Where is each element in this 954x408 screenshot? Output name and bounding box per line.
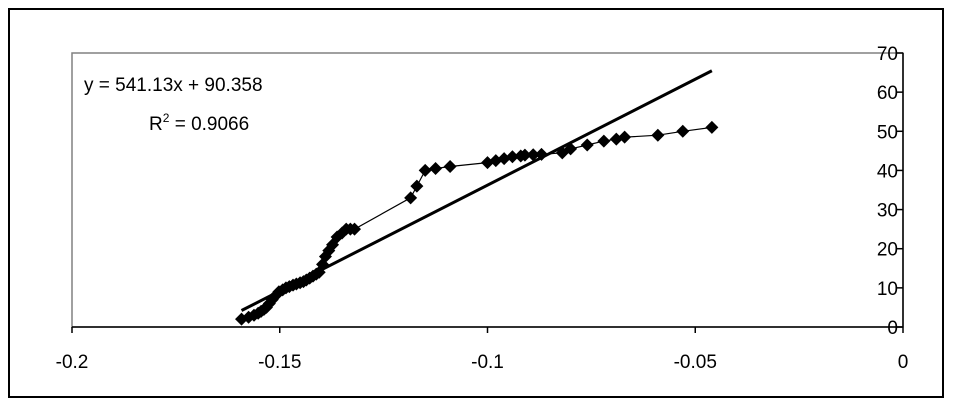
y-axis: 0 10 20 30 40 50 60 70 (877, 44, 904, 339)
y-tick-label: 30 (877, 201, 898, 222)
x-tick-label: -0.15 (258, 352, 301, 373)
data-point-marker (618, 130, 632, 144)
data-point-marker (580, 138, 594, 152)
data-point-marker (676, 124, 690, 138)
x-tick-label: -0.1 (471, 352, 504, 373)
r-squared-value: = 0.9066 (169, 114, 249, 135)
data-point-marker (705, 120, 719, 134)
series-layer (235, 120, 719, 326)
r-squared-text: R2 = 0.9066 (149, 111, 249, 135)
data-point-marker (410, 179, 424, 193)
data-point-marker (443, 160, 457, 174)
trendline-layer (240, 69, 713, 312)
data-point-marker (597, 134, 611, 148)
scatter-chart: -0.2 -0.15 -0.1 -0.05 0 0 10 20 30 40 50 60 70 y = … (56, 44, 909, 373)
chart-frame: -0.2 -0.15 -0.1 -0.05 0 0 10 20 30 40 50 60 70 y = … (8, 8, 944, 398)
y-tick-label: 40 (877, 161, 898, 182)
trendline-equation: y = 541.13x + 90.358 R2 = 0.9066 (84, 75, 263, 135)
y-tick-label: 60 (877, 83, 898, 104)
data-point-marker (505, 150, 519, 164)
r-squared-prefix: R (149, 114, 163, 135)
y-tick-label: 50 (877, 122, 898, 143)
data-point-marker (348, 222, 362, 236)
y-tick-label: 70 (877, 44, 898, 65)
y-tick-label: 10 (877, 279, 898, 300)
data-point-marker (526, 148, 540, 162)
y-tick-label: 20 (877, 240, 898, 261)
series-line (241, 126, 712, 320)
data-point-marker (518, 148, 532, 162)
trendline-equation-text: y = 541.13x + 90.358 (84, 75, 263, 96)
y-tick-label: 0 (887, 318, 898, 339)
trendline (240, 69, 713, 312)
x-axis: -0.2 -0.15 -0.1 -0.05 0 (56, 326, 909, 373)
data-point-marker (418, 163, 432, 177)
x-tick-label: -0.2 (56, 352, 89, 373)
x-tick-label: -0.05 (674, 352, 717, 373)
data-point-marker (429, 161, 443, 175)
x-tick-label: 0 (898, 352, 909, 373)
data-point-marker (651, 128, 665, 142)
r-squared-exponent: 2 (163, 111, 170, 125)
data-point-marker (404, 191, 418, 205)
